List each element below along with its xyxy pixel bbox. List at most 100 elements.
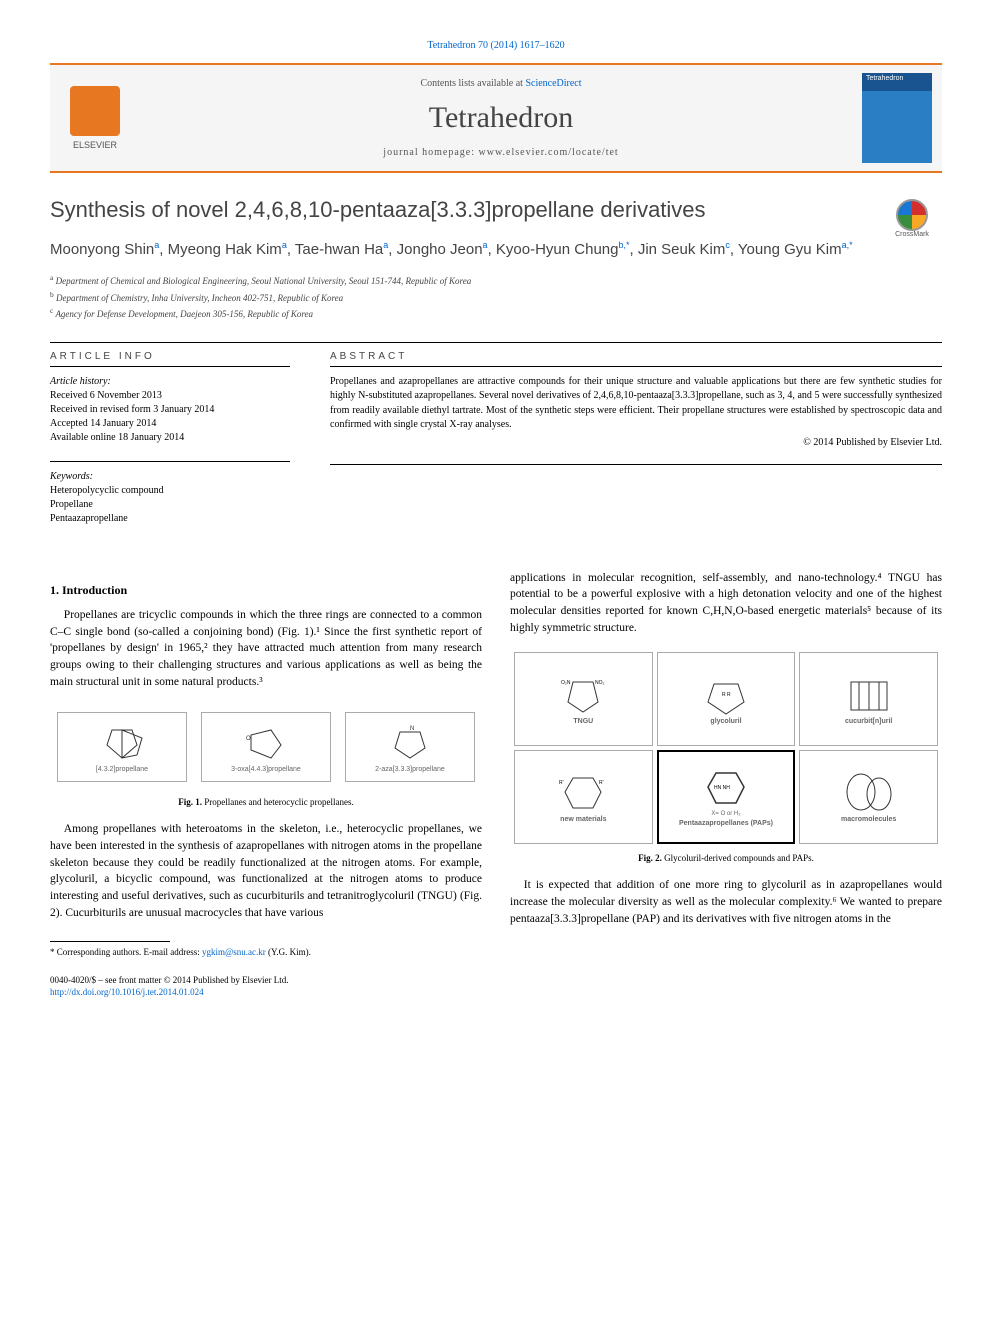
intro-para-2: Among propellanes with heteroatoms in th… bbox=[50, 821, 482, 921]
abstract-text: Propellanes and azapropellanes are attra… bbox=[330, 375, 942, 433]
chem-structure-glycoluril: R R glycoluril bbox=[657, 652, 796, 746]
corresponding-suffix: (Y.G. Kim). bbox=[266, 947, 311, 957]
article-info-column: ARTICLE INFO Article history: Received 6… bbox=[50, 351, 290, 540]
svg-text:R': R' bbox=[559, 780, 564, 786]
fig2-sublabel: X= O or H₂ bbox=[711, 810, 740, 819]
info-divider bbox=[50, 461, 290, 462]
crossmark-badge[interactable]: CrossMark bbox=[882, 199, 942, 244]
svg-text:R': R' bbox=[599, 780, 604, 786]
elsevier-label: ELSEVIER bbox=[58, 140, 132, 150]
intro-para-1: Propellanes are tricyclic compounds in w… bbox=[50, 607, 482, 690]
chem-structure-pap: HN NH X= O or H₂ Pentaazapropellanes (PA… bbox=[657, 750, 796, 844]
crossmark-label: CrossMark bbox=[882, 231, 942, 238]
fig2-label-glycoluril: glycoluril bbox=[710, 717, 741, 727]
affiliation-c: c Agency for Defense Development, Daejeo… bbox=[50, 305, 942, 322]
figure-1-image: [4.3.2]propellane O 3-oxa[4.4.3]propella… bbox=[50, 702, 482, 792]
figure-2-caption: Fig. 2. Fig. 2. Glycoluril-derived compo… bbox=[510, 852, 942, 865]
chem-structure-cucurbituril: cucurbit[n]uril bbox=[799, 652, 938, 746]
homepage-prefix: journal homepage: bbox=[383, 147, 478, 158]
abstract-copyright: © 2014 Published by Elsevier Ltd. bbox=[330, 437, 942, 448]
corresponding-author-footnote: * Corresponding authors. E-mail address:… bbox=[50, 946, 482, 959]
chem-structure-tngu: O₂N NO₂ TNGU bbox=[514, 652, 653, 746]
history-revised: Received in revised form 3 January 2014 bbox=[50, 403, 290, 417]
affiliations: a Department of Chemical and Biological … bbox=[50, 272, 942, 322]
contents-prefix: Contents lists available at bbox=[420, 78, 525, 89]
body-text-columns: 1. Introduction Propellanes are tricycli… bbox=[50, 570, 942, 962]
fig2-label-newmat: new materials bbox=[560, 815, 606, 825]
affiliation-a: a Department of Chemical and Biological … bbox=[50, 272, 942, 289]
pap-svg: HN NH bbox=[696, 765, 756, 810]
propellane-1-svg bbox=[92, 720, 152, 765]
crossmark-icon bbox=[896, 199, 928, 231]
svg-text:HN NH: HN NH bbox=[714, 785, 730, 791]
footer-issn: 0040-4020/$ – see front matter © 2014 Pu… bbox=[50, 975, 942, 987]
history-received: Received 6 November 2013 bbox=[50, 389, 290, 403]
fig2-label-pap: Pentaazapropellanes (PAPs) bbox=[679, 819, 773, 829]
abstract-divider bbox=[330, 464, 942, 465]
section-1-heading: 1. Introduction bbox=[50, 582, 482, 599]
homepage-line: journal homepage: www.elsevier.com/locat… bbox=[140, 147, 862, 158]
svg-text:R R: R R bbox=[722, 692, 731, 698]
article-title: Synthesis of novel 2,4,6,8,10-pentaaza[3… bbox=[50, 197, 942, 223]
propellane-2-svg: O bbox=[236, 720, 296, 765]
abstract-column: ABSTRACT Propellanes and azapropellanes … bbox=[330, 351, 942, 540]
author-list: Moonyong Shina, Myeong Hak Kima, Tae-hwa… bbox=[50, 239, 942, 260]
propellane-3-svg: N bbox=[380, 720, 440, 765]
homepage-url[interactable]: www.elsevier.com/locate/tet bbox=[479, 147, 619, 158]
svg-text:NO₂: NO₂ bbox=[595, 680, 605, 686]
cucurbituril-svg bbox=[839, 672, 899, 717]
history-label: Article history: bbox=[50, 375, 290, 389]
citation-link[interactable]: Tetrahedron 70 (2014) 1617–1620 bbox=[427, 40, 564, 51]
fig2-label-tngu: TNGU bbox=[573, 717, 593, 727]
tngu-svg: O₂N NO₂ bbox=[553, 672, 613, 717]
fig2-label-cucurbituril: cucurbit[n]uril bbox=[845, 717, 892, 727]
elsevier-logo[interactable]: ELSEVIER bbox=[50, 78, 140, 158]
sciencedirect-link[interactable]: ScienceDirect bbox=[525, 78, 581, 89]
fig1-label-2: 3-oxa[4.4.3]propellane bbox=[231, 765, 301, 775]
history-accepted: Accepted 14 January 2014 bbox=[50, 417, 290, 431]
doi-link[interactable]: http://dx.doi.org/10.1016/j.tet.2014.01.… bbox=[50, 987, 204, 997]
header-center: Contents lists available at ScienceDirec… bbox=[140, 78, 862, 158]
journal-cover-title: Tetrahedron bbox=[866, 75, 903, 82]
figure-2-image: O₂NNO₂ TNGU R R glycoluril c bbox=[510, 648, 942, 848]
intro-para-4: It is expected that addition of one more… bbox=[510, 877, 942, 927]
journal-name: Tetrahedron bbox=[140, 101, 862, 135]
svg-text:N: N bbox=[410, 726, 414, 732]
newmat-svg: R' R' bbox=[553, 770, 613, 815]
divider bbox=[50, 342, 942, 343]
article-info-heading: ARTICLE INFO bbox=[50, 351, 290, 367]
chem-structure-propellane-1: [4.3.2]propellane bbox=[57, 712, 187, 782]
keywords-label: Keywords: bbox=[50, 470, 290, 484]
footer-info: 0040-4020/$ – see front matter © 2014 Pu… bbox=[50, 975, 942, 998]
chem-structure-propellane-3: N 2-aza[3.3.3]propellane bbox=[345, 712, 475, 782]
keyword-2: Propellane bbox=[50, 498, 290, 512]
fig1-label-3: 2-aza[3.3.3]propellane bbox=[375, 765, 445, 775]
article-history-block: Article history: Received 6 November 201… bbox=[50, 375, 290, 445]
figure-1: [4.3.2]propellane O 3-oxa[4.4.3]propella… bbox=[50, 702, 482, 809]
history-online: Available online 18 January 2014 bbox=[50, 431, 290, 445]
fig1-label-1: [4.3.2]propellane bbox=[96, 765, 148, 775]
macro-svg bbox=[839, 770, 899, 815]
svg-text:O: O bbox=[246, 736, 251, 742]
corresponding-email-link[interactable]: ygkim@snu.ac.kr bbox=[202, 947, 266, 957]
contents-line: Contents lists available at ScienceDirec… bbox=[140, 78, 862, 89]
glycoluril-svg: R R bbox=[696, 672, 756, 717]
figure-1-caption: Fig. 1. Fig. 1. Propellanes and heterocy… bbox=[50, 796, 482, 809]
affiliation-b: b Department of Chemistry, Inha Universi… bbox=[50, 289, 942, 306]
svg-text:O₂N: O₂N bbox=[561, 680, 571, 686]
chem-structure-propellane-2: O 3-oxa[4.4.3]propellane bbox=[201, 712, 331, 782]
keyword-1: Heteropolycyclic compound bbox=[50, 484, 290, 498]
journal-cover-thumbnail[interactable]: Tetrahedron bbox=[862, 73, 932, 163]
intro-para-3: applications in molecular recognition, s… bbox=[510, 570, 942, 637]
elsevier-tree-icon bbox=[70, 86, 120, 136]
chem-structure-macromolecules: macromolecules bbox=[799, 750, 938, 844]
chem-structure-new-materials: R' R' new materials bbox=[514, 750, 653, 844]
keywords-block: Keywords: Heteropolycyclic compound Prop… bbox=[50, 470, 290, 526]
footnote-separator bbox=[50, 941, 170, 942]
keyword-3: Pentaazapropellane bbox=[50, 512, 290, 526]
journal-header-box: ELSEVIER Contents lists available at Sci… bbox=[50, 63, 942, 173]
abstract-heading: ABSTRACT bbox=[330, 351, 942, 367]
fig2-label-macro: macromolecules bbox=[841, 815, 896, 825]
info-abstract-row: ARTICLE INFO Article history: Received 6… bbox=[50, 351, 942, 540]
corresponding-note: * Corresponding authors. E-mail address: bbox=[50, 947, 202, 957]
